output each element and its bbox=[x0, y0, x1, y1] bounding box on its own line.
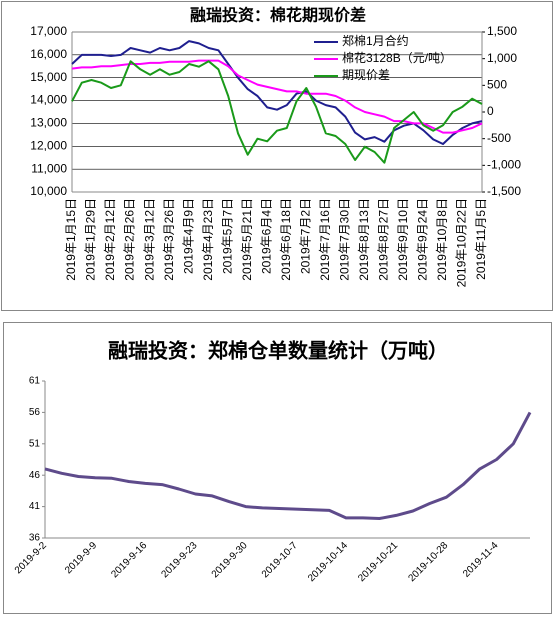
x-tick-label: 2019年2月12日 bbox=[103, 198, 117, 281]
series-line bbox=[71, 59, 483, 134]
x-tick-label: 2019年6月18日 bbox=[279, 198, 293, 281]
y2-tick-label: 1,000 bbox=[487, 51, 517, 65]
x-tick-label: 2019年10月22日 bbox=[455, 198, 469, 287]
y-tick-label: 15,000 bbox=[30, 70, 67, 84]
x-tick-label: 2019年9月24日 bbox=[416, 198, 430, 281]
y2-tick-label: 1,500 bbox=[487, 24, 517, 38]
y-tick-label: 41 bbox=[29, 501, 41, 512]
x-tick-label: 2019年9月10日 bbox=[396, 198, 410, 281]
y-tick-label: 51 bbox=[29, 438, 41, 449]
x-tick-label: 2019年5月21日 bbox=[240, 198, 254, 281]
y2-tick-label: 0 bbox=[487, 104, 494, 118]
x-tick-label: 2019年11月5日 bbox=[474, 198, 488, 280]
y-tick-label: 17,000 bbox=[30, 24, 67, 38]
series-line bbox=[44, 411, 532, 520]
chart-frame bbox=[3, 322, 552, 614]
y-tick-label: 16,000 bbox=[30, 47, 67, 61]
legend-label: 郑棉1月合约 bbox=[342, 33, 409, 48]
legend-label: 棉花3128B（元/吨） bbox=[342, 50, 452, 65]
x-tick-label: 2019年7月16日 bbox=[318, 198, 332, 281]
x-tick-label: 2019年8月13日 bbox=[357, 198, 371, 281]
x-tick-label: 2019年2月26日 bbox=[123, 198, 137, 281]
x-tick-label: 2019年3月12日 bbox=[142, 198, 156, 281]
y2-tick-label: -500 bbox=[487, 131, 511, 145]
y-tick-label: 61 bbox=[29, 376, 41, 387]
x-tick-label: 2019年8月27日 bbox=[377, 198, 391, 281]
y-tick-label: 46 bbox=[29, 470, 41, 481]
x-tick-label: 2019年10月8日 bbox=[435, 198, 449, 281]
chart-title: 融瑞投资：郑棉仓单数量统计（万吨） bbox=[108, 339, 448, 363]
y-tick-label: 13,000 bbox=[30, 116, 67, 130]
series-line bbox=[71, 60, 483, 164]
y-tick-label: 14,000 bbox=[30, 93, 67, 107]
x-tick-label: 2019年6月4日 bbox=[259, 198, 273, 274]
y-tick-label: 12,000 bbox=[30, 138, 67, 152]
x-tick-label: 2019年1月15日 bbox=[64, 198, 78, 281]
x-tick-label: 2019年4月9日 bbox=[181, 198, 195, 274]
x-tick-label: 2019年7月30日 bbox=[338, 198, 352, 281]
chart-title: 融瑞投资：棉花期现价差 bbox=[190, 6, 366, 25]
y2-tick-label: -1,000 bbox=[487, 158, 521, 172]
x-tick-label: 2019年1月29日 bbox=[84, 198, 98, 281]
y-tick-label: 10,000 bbox=[30, 184, 67, 198]
y-tick-label: 36 bbox=[29, 533, 41, 544]
chart-frame bbox=[1, 1, 553, 311]
y-tick-label: 11,000 bbox=[31, 161, 67, 175]
y2-tick-label: 500 bbox=[487, 78, 507, 92]
y-tick-label: 56 bbox=[29, 407, 41, 418]
x-tick-label: 2019年4月23日 bbox=[201, 198, 215, 281]
x-tick-label: 2019年5月7日 bbox=[220, 198, 234, 274]
legend-label: 期现价差 bbox=[342, 68, 390, 82]
y2-tick-label: -1,500 bbox=[487, 184, 521, 198]
x-tick-label: 2019年3月26日 bbox=[162, 198, 176, 281]
x-tick-label: 2019年7月2日 bbox=[298, 198, 312, 274]
